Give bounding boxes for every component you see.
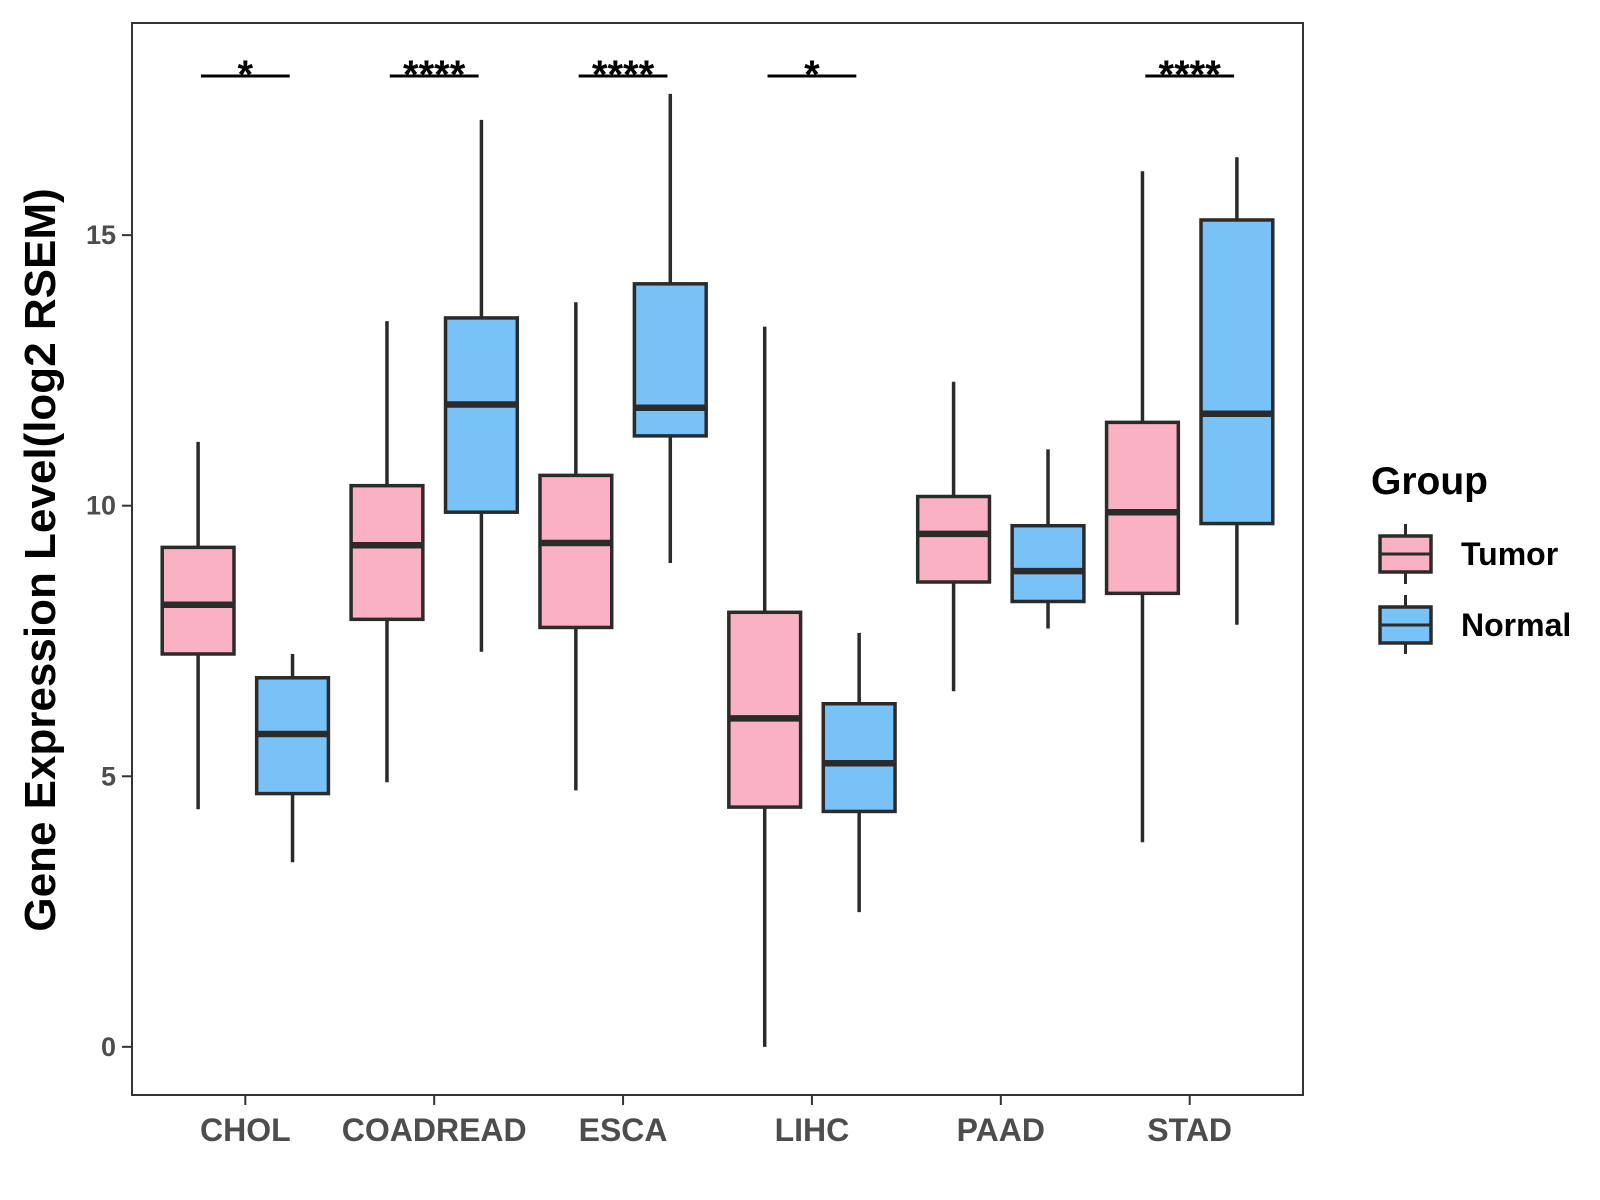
box-body-tumor-chol: [160, 545, 236, 656]
x-tick-label-chol: CHOL: [200, 1112, 291, 1148]
y-tick-label-5: 5: [101, 761, 116, 791]
significance-label-lihc: *: [804, 53, 820, 97]
x-axis: CHOL COADREAD ESCA LIHC PAAD STAD: [200, 1095, 1232, 1148]
boxplot-tumor-coadread: [349, 321, 425, 783]
x-tick-label-coadread: COADREAD: [342, 1112, 527, 1148]
boxplot-tumor-paad: [915, 381, 992, 692]
box-body-tumor-coadread: [349, 483, 425, 622]
significance-annotations: * **** **** * ****: [200, 53, 1235, 97]
x-tick-label-stad: STAD: [1147, 1112, 1232, 1148]
box-body-normal-stad: [1199, 218, 1275, 526]
legend-label-tumor: Tumor: [1461, 536, 1558, 572]
boxes-layer: [160, 93, 1275, 1047]
boxplot-tumor-esca: [538, 302, 614, 791]
legend-key-tumor: [1378, 524, 1433, 584]
boxplot-tumor-stad: [1104, 171, 1181, 843]
y-tick-label-10: 10: [86, 491, 116, 521]
box-body-normal-esca: [632, 282, 708, 438]
box-body-normal-paad: [1010, 523, 1086, 604]
box-body-tumor-stad: [1104, 420, 1181, 596]
boxplot-normal-esca: [632, 93, 708, 564]
boxplot-normal-stad: [1199, 157, 1275, 625]
box-body-normal-lihc: [821, 702, 897, 814]
panel-border: [131, 22, 1304, 1096]
legend-title: Group: [1371, 460, 1488, 503]
x-tick-label-lihc: LIHC: [775, 1112, 850, 1148]
y-tick-label-0: 0: [101, 1032, 116, 1062]
box-body-tumor-esca: [538, 473, 614, 630]
box-body-tumor-paad: [915, 494, 992, 584]
legend: Group Tumor Normal: [1371, 460, 1571, 654]
boxplot-tumor-chol: [160, 441, 236, 810]
boxplot-normal-chol: [254, 653, 331, 863]
boxplot-tumor-lihc: [727, 326, 803, 1047]
y-tick-label-15: 15: [86, 220, 116, 250]
x-tick-label-paad: PAAD: [957, 1112, 1045, 1148]
significance-label-stad: ****: [1159, 53, 1222, 97]
boxplot-normal-lihc: [821, 632, 897, 913]
significance-label-esca: ****: [592, 53, 655, 97]
box-body-tumor-lihc: [727, 610, 803, 809]
significance-label-chol: *: [238, 53, 254, 97]
boxplot-normal-paad: [1010, 449, 1086, 629]
box-body-normal-coadread: [443, 316, 520, 514]
boxplot-normal-coadread: [443, 119, 520, 652]
legend-label-normal: Normal: [1461, 607, 1571, 643]
y-axis-title: Gene Expression Level(log2 RSEM): [16, 188, 65, 931]
significance-label-coadread: ****: [403, 53, 466, 97]
x-tick-label-esca: ESCA: [579, 1112, 668, 1148]
y-axis: 0 5 10 15: [86, 220, 132, 1062]
legend-key-normal: [1378, 595, 1433, 654]
